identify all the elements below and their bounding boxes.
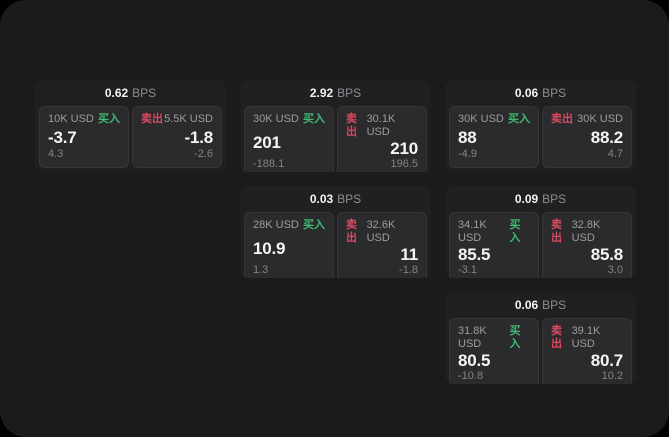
buy-quote-tile[interactable]: 30K USD 买入 88 -4.9 xyxy=(449,106,539,168)
buy-amount: 30K USD xyxy=(458,113,504,125)
buy-price: 10.9 xyxy=(253,238,286,258)
sell-price: 210 xyxy=(390,139,418,158)
bps-value: 0.62 xyxy=(104,86,129,100)
sell-quote-tile[interactable]: 卖出 30K USD 88.2 4.7 xyxy=(542,106,632,168)
bps-unit-label: BPS xyxy=(337,192,362,206)
buy-amount: 34.1K USD xyxy=(458,219,487,244)
buy-label: 买入 xyxy=(303,219,325,231)
bps-value: 2.92 xyxy=(309,86,334,100)
sell-change: 196.5 xyxy=(390,158,418,170)
sell-amount: 32.8K USD xyxy=(571,219,601,244)
sell-amount: 30K USD xyxy=(577,113,623,125)
buy-change: -4.9 xyxy=(458,148,477,160)
buy-price: 201 xyxy=(253,132,281,152)
sell-amount: 32.6K USD xyxy=(366,219,396,244)
bps-value: 0.09 xyxy=(514,192,539,206)
bps-unit-label: BPS xyxy=(542,86,567,100)
sell-price: 11 xyxy=(400,245,418,264)
buy-change: -188.1 xyxy=(253,158,285,170)
bps-value: 0.03 xyxy=(309,192,334,206)
buy-amount: 30K USD xyxy=(253,113,299,125)
sell-amount: 30.1K USD xyxy=(366,113,396,138)
bps-header: 0.62 BPS xyxy=(35,80,226,106)
quote-card: 0.62 BPS 10K USD 买入 -3.7 4.3 卖出 5.5K USD xyxy=(35,80,226,172)
bps-header: 2.92 BPS xyxy=(240,80,431,106)
quote-card: 0.03 BPS 28K USD 买入 10.9 1.3 卖出 32.6K US… xyxy=(240,186,431,278)
buy-change: 4.3 xyxy=(48,148,64,160)
buy-amount: 31.8K USD xyxy=(458,325,487,350)
sell-amount: 5.5K USD xyxy=(164,113,213,125)
quote-card: 0.06 BPS 31.8K USD 买入 80.5 -10.8 卖出 39.1… xyxy=(445,292,636,384)
buy-price: 85.5 xyxy=(458,245,491,264)
sell-quote-tile[interactable]: 卖出 39.1K USD 80.7 10.2 xyxy=(542,318,632,384)
sell-label: 卖出 xyxy=(346,113,357,138)
bps-header: 0.03 BPS xyxy=(240,186,431,212)
buy-amount: 28K USD xyxy=(253,219,299,231)
sell-quote-tile[interactable]: 卖出 5.5K USD -1.8 -2.6 xyxy=(132,106,222,168)
buy-price: 88 xyxy=(458,127,477,147)
sell-change: -1.8 xyxy=(399,264,418,276)
buy-label: 买入 xyxy=(303,113,325,125)
sell-change: 10.2 xyxy=(601,370,623,382)
buy-quote-tile[interactable]: 30K USD 买入 201 -188.1 xyxy=(244,106,334,172)
sell-price: -1.8 xyxy=(184,127,214,147)
bps-header: 0.06 BPS xyxy=(445,292,636,318)
sell-price: 80.7 xyxy=(590,351,623,370)
sell-change: -2.6 xyxy=(194,148,213,160)
buy-label: 买入 xyxy=(508,113,530,125)
sell-label: 卖出 xyxy=(551,219,562,244)
buy-label: 买入 xyxy=(98,113,120,125)
sell-quote-tile[interactable]: 卖出 32.8K USD 85.8 3.0 xyxy=(542,212,632,278)
sell-label: 卖出 xyxy=(141,113,163,125)
bps-unit-label: BPS xyxy=(542,192,567,206)
buy-change: -3.1 xyxy=(458,264,477,276)
quote-card: 2.92 BPS 30K USD 买入 201 -188.1 卖出 30.1K … xyxy=(240,80,431,172)
buy-change: 1.3 xyxy=(253,264,269,276)
sell-change: 3.0 xyxy=(607,264,623,276)
sell-quote-tile[interactable]: 卖出 32.6K USD 11 -1.8 xyxy=(337,212,427,278)
buy-price: 80.5 xyxy=(458,351,491,370)
buy-quote-tile[interactable]: 10K USD 买入 -3.7 4.3 xyxy=(39,106,129,168)
buy-label: 买入 xyxy=(509,325,521,350)
quote-card: 0.09 BPS 34.1K USD 买入 85.5 -3.1 卖出 32.8K… xyxy=(445,186,636,278)
quote-card: 0.06 BPS 30K USD 买入 88 -4.9 卖出 30K USD xyxy=(445,80,636,172)
sell-price: 85.8 xyxy=(590,245,623,264)
bps-value: 0.06 xyxy=(514,298,539,312)
buy-quote-tile[interactable]: 31.8K USD 买入 80.5 -10.8 xyxy=(449,318,539,384)
bps-value: 0.06 xyxy=(514,86,539,100)
sell-label: 卖出 xyxy=(346,219,357,244)
sell-amount: 39.1K USD xyxy=(571,325,601,350)
bps-header: 0.06 BPS xyxy=(445,80,636,106)
buy-quote-tile[interactable]: 34.1K USD 买入 85.5 -3.1 xyxy=(449,212,539,278)
buy-price: -3.7 xyxy=(48,127,77,147)
bps-unit-label: BPS xyxy=(132,86,157,100)
sell-label: 卖出 xyxy=(551,113,573,125)
quote-grid: 0.62 BPS 10K USD 买入 -3.7 4.3 卖出 5.5K USD xyxy=(35,80,636,384)
buy-change: -10.8 xyxy=(458,370,484,382)
bps-header: 0.09 BPS xyxy=(445,186,636,212)
bps-unit-label: BPS xyxy=(542,298,567,312)
buy-amount: 10K USD xyxy=(48,113,94,125)
buy-label: 买入 xyxy=(509,219,521,244)
sell-quote-tile[interactable]: 卖出 30.1K USD 210 196.5 xyxy=(337,106,427,172)
sell-price: 88.2 xyxy=(590,127,623,147)
sell-change: 4.7 xyxy=(607,148,623,160)
bps-unit-label: BPS xyxy=(337,86,362,100)
buy-quote-tile[interactable]: 28K USD 买入 10.9 1.3 xyxy=(244,212,334,278)
sell-label: 卖出 xyxy=(551,325,562,350)
